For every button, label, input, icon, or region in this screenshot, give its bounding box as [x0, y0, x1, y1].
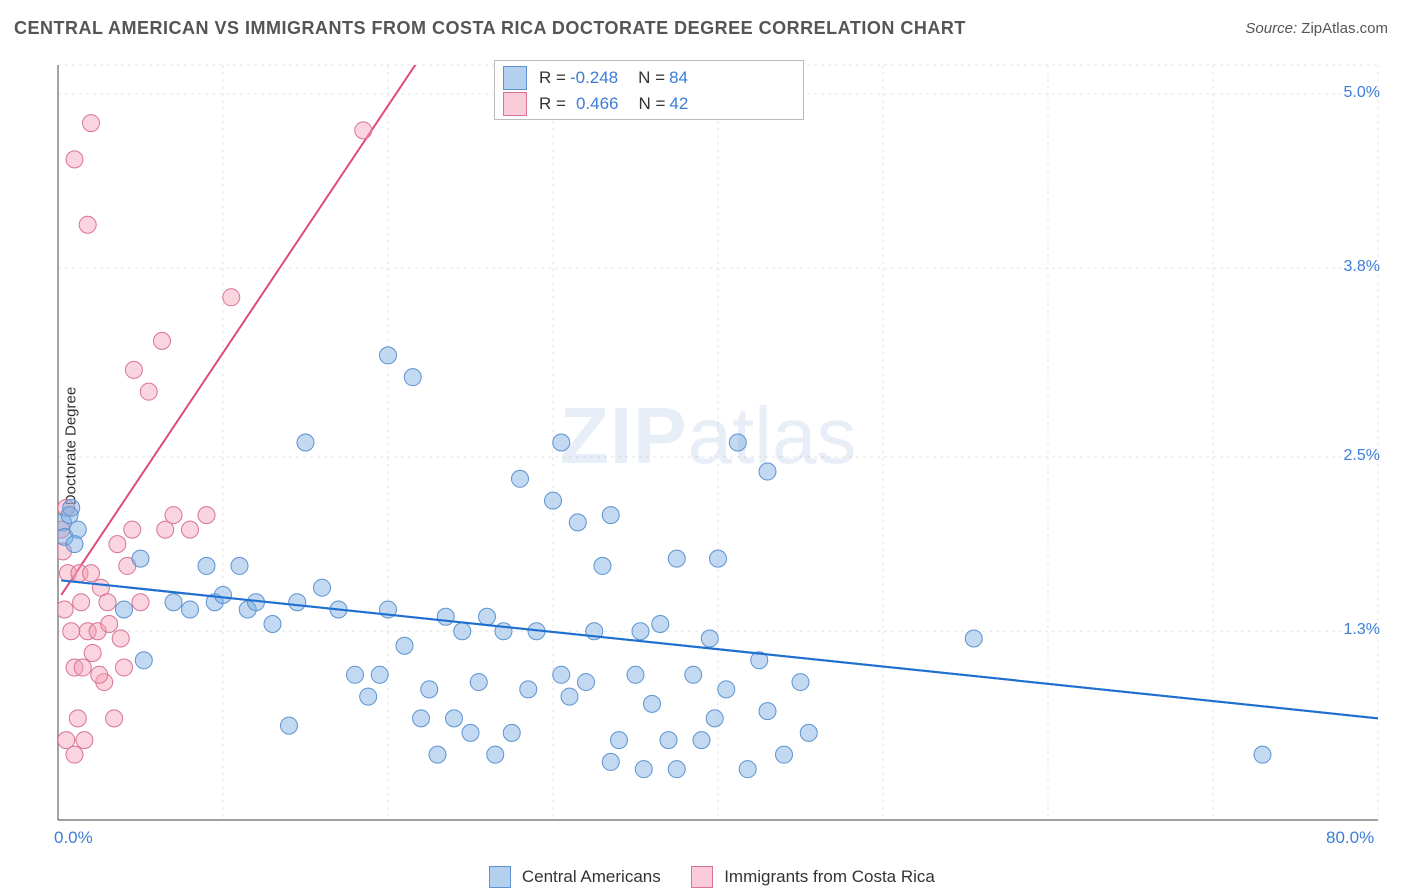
- legend-swatch-blue: [503, 66, 527, 90]
- stats-legend-row-blue: R = -0.248 N = 84: [503, 65, 795, 91]
- source-label: Source:: [1245, 20, 1297, 37]
- legend-pink-r: 0.466: [576, 94, 619, 114]
- bottom-legend: Central Americans Immigrants from Costa …: [0, 866, 1406, 888]
- source-attribution: Source: ZipAtlas.com: [1245, 20, 1388, 37]
- plot-area: [48, 60, 1388, 830]
- source-value: ZipAtlas.com: [1301, 20, 1388, 37]
- legend-swatch-pink: [503, 92, 527, 116]
- y-tick-label: 2.5%: [1344, 447, 1380, 465]
- bottom-legend-blue-label: Central Americans: [522, 867, 661, 887]
- bottom-swatch-pink: [691, 866, 713, 888]
- legend-r-label: R =: [539, 68, 566, 88]
- y-tick-label: 3.8%: [1344, 258, 1380, 276]
- stats-legend: R = -0.248 N = 84 R = 0.466 N = 42: [494, 60, 804, 120]
- chart-container: CENTRAL AMERICAN VS IMMIGRANTS FROM COST…: [0, 0, 1406, 892]
- y-tick-label: 1.3%: [1344, 621, 1380, 639]
- bottom-legend-pink-label: Immigrants from Costa Rica: [724, 867, 935, 887]
- bottom-swatch-blue: [489, 866, 511, 888]
- stats-legend-row-pink: R = 0.466 N = 42: [503, 91, 795, 117]
- legend-blue-n: 84: [669, 68, 688, 88]
- x-tick-label-min: 0.0%: [54, 828, 93, 848]
- legend-r-label: R =: [539, 94, 566, 114]
- y-tick-label: 5.0%: [1344, 84, 1380, 102]
- legend-n-label: N =: [638, 68, 665, 88]
- x-tick-label-max: 80.0%: [1326, 828, 1374, 848]
- legend-blue-r: -0.248: [570, 68, 618, 88]
- chart-title: CENTRAL AMERICAN VS IMMIGRANTS FROM COST…: [14, 18, 966, 39]
- legend-n-label: N =: [638, 94, 665, 114]
- legend-pink-n: 42: [669, 94, 688, 114]
- scatter-plot-svg: [48, 60, 1388, 830]
